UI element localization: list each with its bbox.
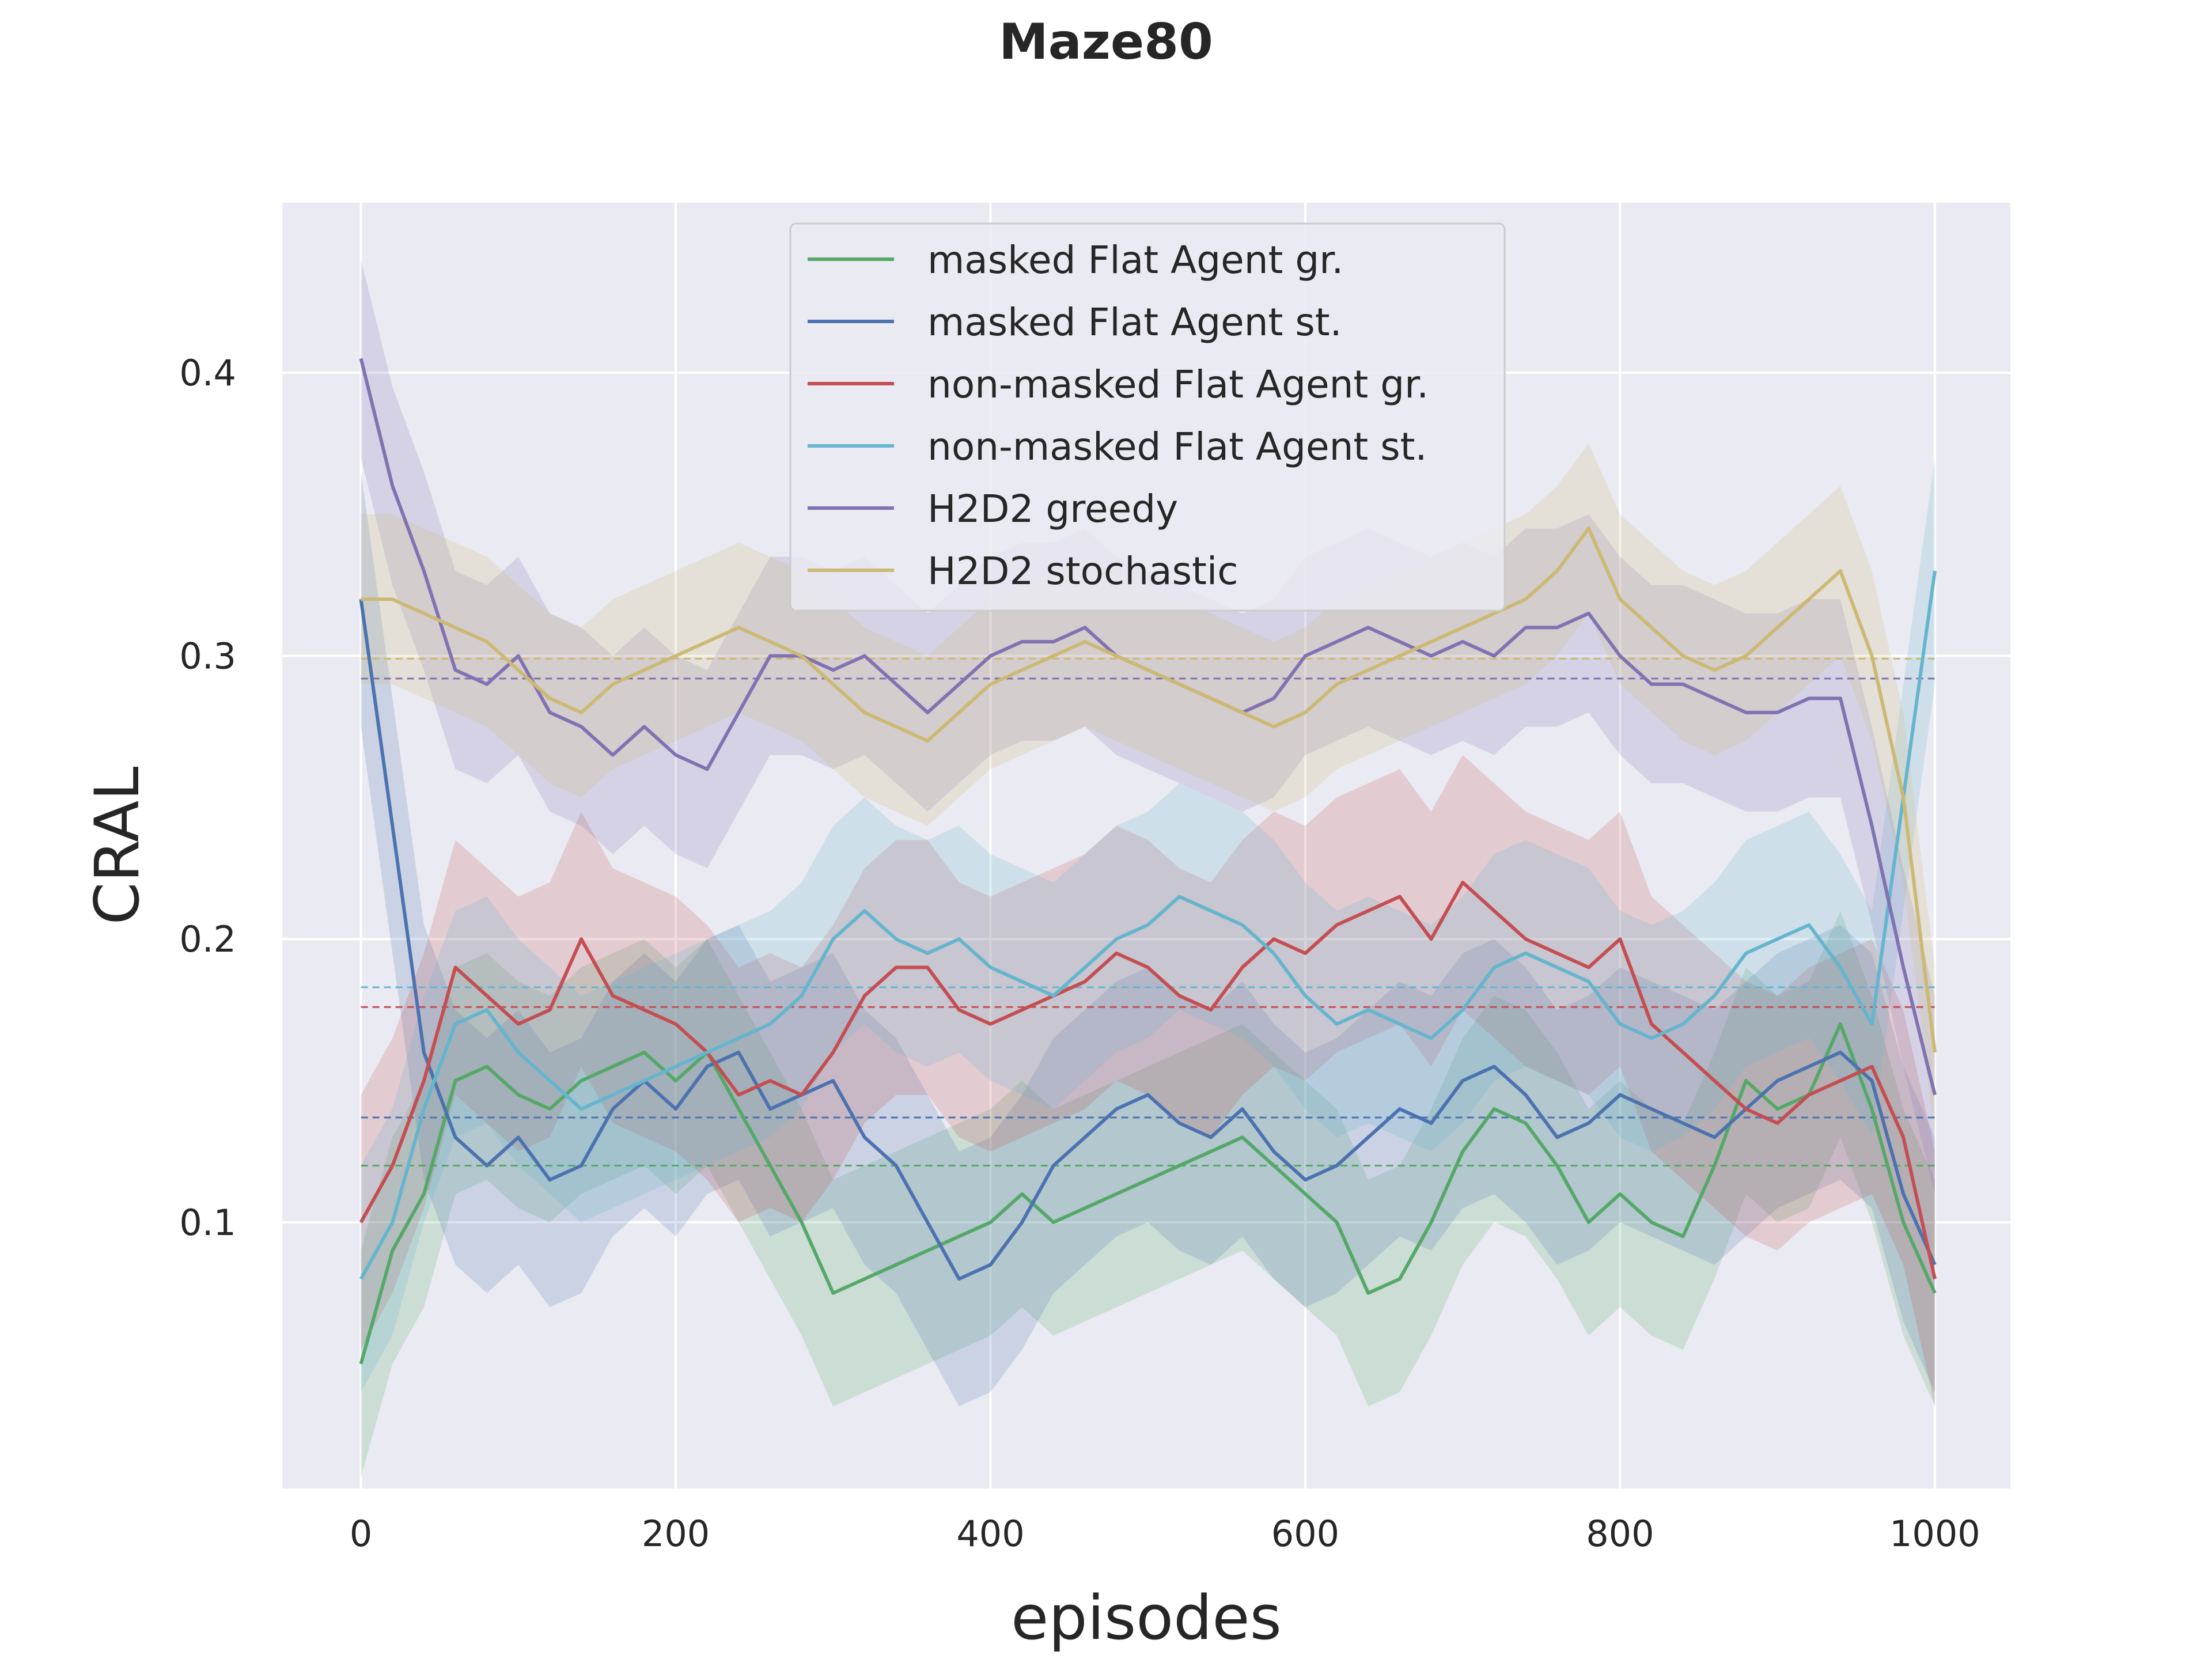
legend-label: H2D2 stochastic <box>927 549 1238 593</box>
x-tick-label: 1000 <box>1889 1513 1980 1555</box>
series-lines <box>359 358 1937 1365</box>
x-axis-ticks: 0 200 400 600 800 1000 <box>350 1513 1980 1555</box>
band-series-5 <box>361 443 1935 1138</box>
line-series-3 <box>359 570 1937 1280</box>
line-series-1 <box>359 599 1937 1281</box>
y-tick-label: 0.2 <box>179 918 236 960</box>
legend-label: non-masked Flat Agent st. <box>927 425 1427 469</box>
legend-label: masked Flat Agent gr. <box>927 238 1343 282</box>
legend: masked Flat Agent gr. masked Flat Agent s… <box>789 222 1506 612</box>
legend-box <box>789 222 1506 612</box>
chart-title: Maze80 <box>999 13 1213 71</box>
y-tick-label: 0.3 <box>179 635 236 677</box>
legend-label: H2D2 greedy <box>927 487 1178 531</box>
band-series-4 <box>361 259 1935 1194</box>
band-series-0 <box>361 911 1935 1478</box>
x-tick-label: 800 <box>1586 1513 1654 1555</box>
band-series-1 <box>361 472 1935 1407</box>
line-series-2 <box>359 880 1937 1279</box>
band-series-2 <box>361 755 1935 1407</box>
y-tick-label: 0.1 <box>179 1202 236 1244</box>
y-tick-label: 0.4 <box>179 352 236 394</box>
y-axis-label: CRAL <box>82 767 153 925</box>
legend-label: masked Flat Agent st. <box>927 300 1342 344</box>
y-axis-ticks: 0.1 0.2 0.3 0.4 <box>179 352 236 1244</box>
line-series-0 <box>359 1022 1937 1365</box>
x-tick-label: 400 <box>956 1513 1024 1555</box>
x-tick-label: 600 <box>1271 1513 1339 1555</box>
x-tick-label: 200 <box>642 1513 710 1555</box>
x-tick-label: 0 <box>350 1513 372 1555</box>
x-axis-label: episodes <box>1011 1582 1282 1653</box>
line-series-5 <box>361 527 1937 1053</box>
legend-label: non-masked Flat Agent gr. <box>927 362 1429 407</box>
mean-lines <box>361 658 1935 1167</box>
